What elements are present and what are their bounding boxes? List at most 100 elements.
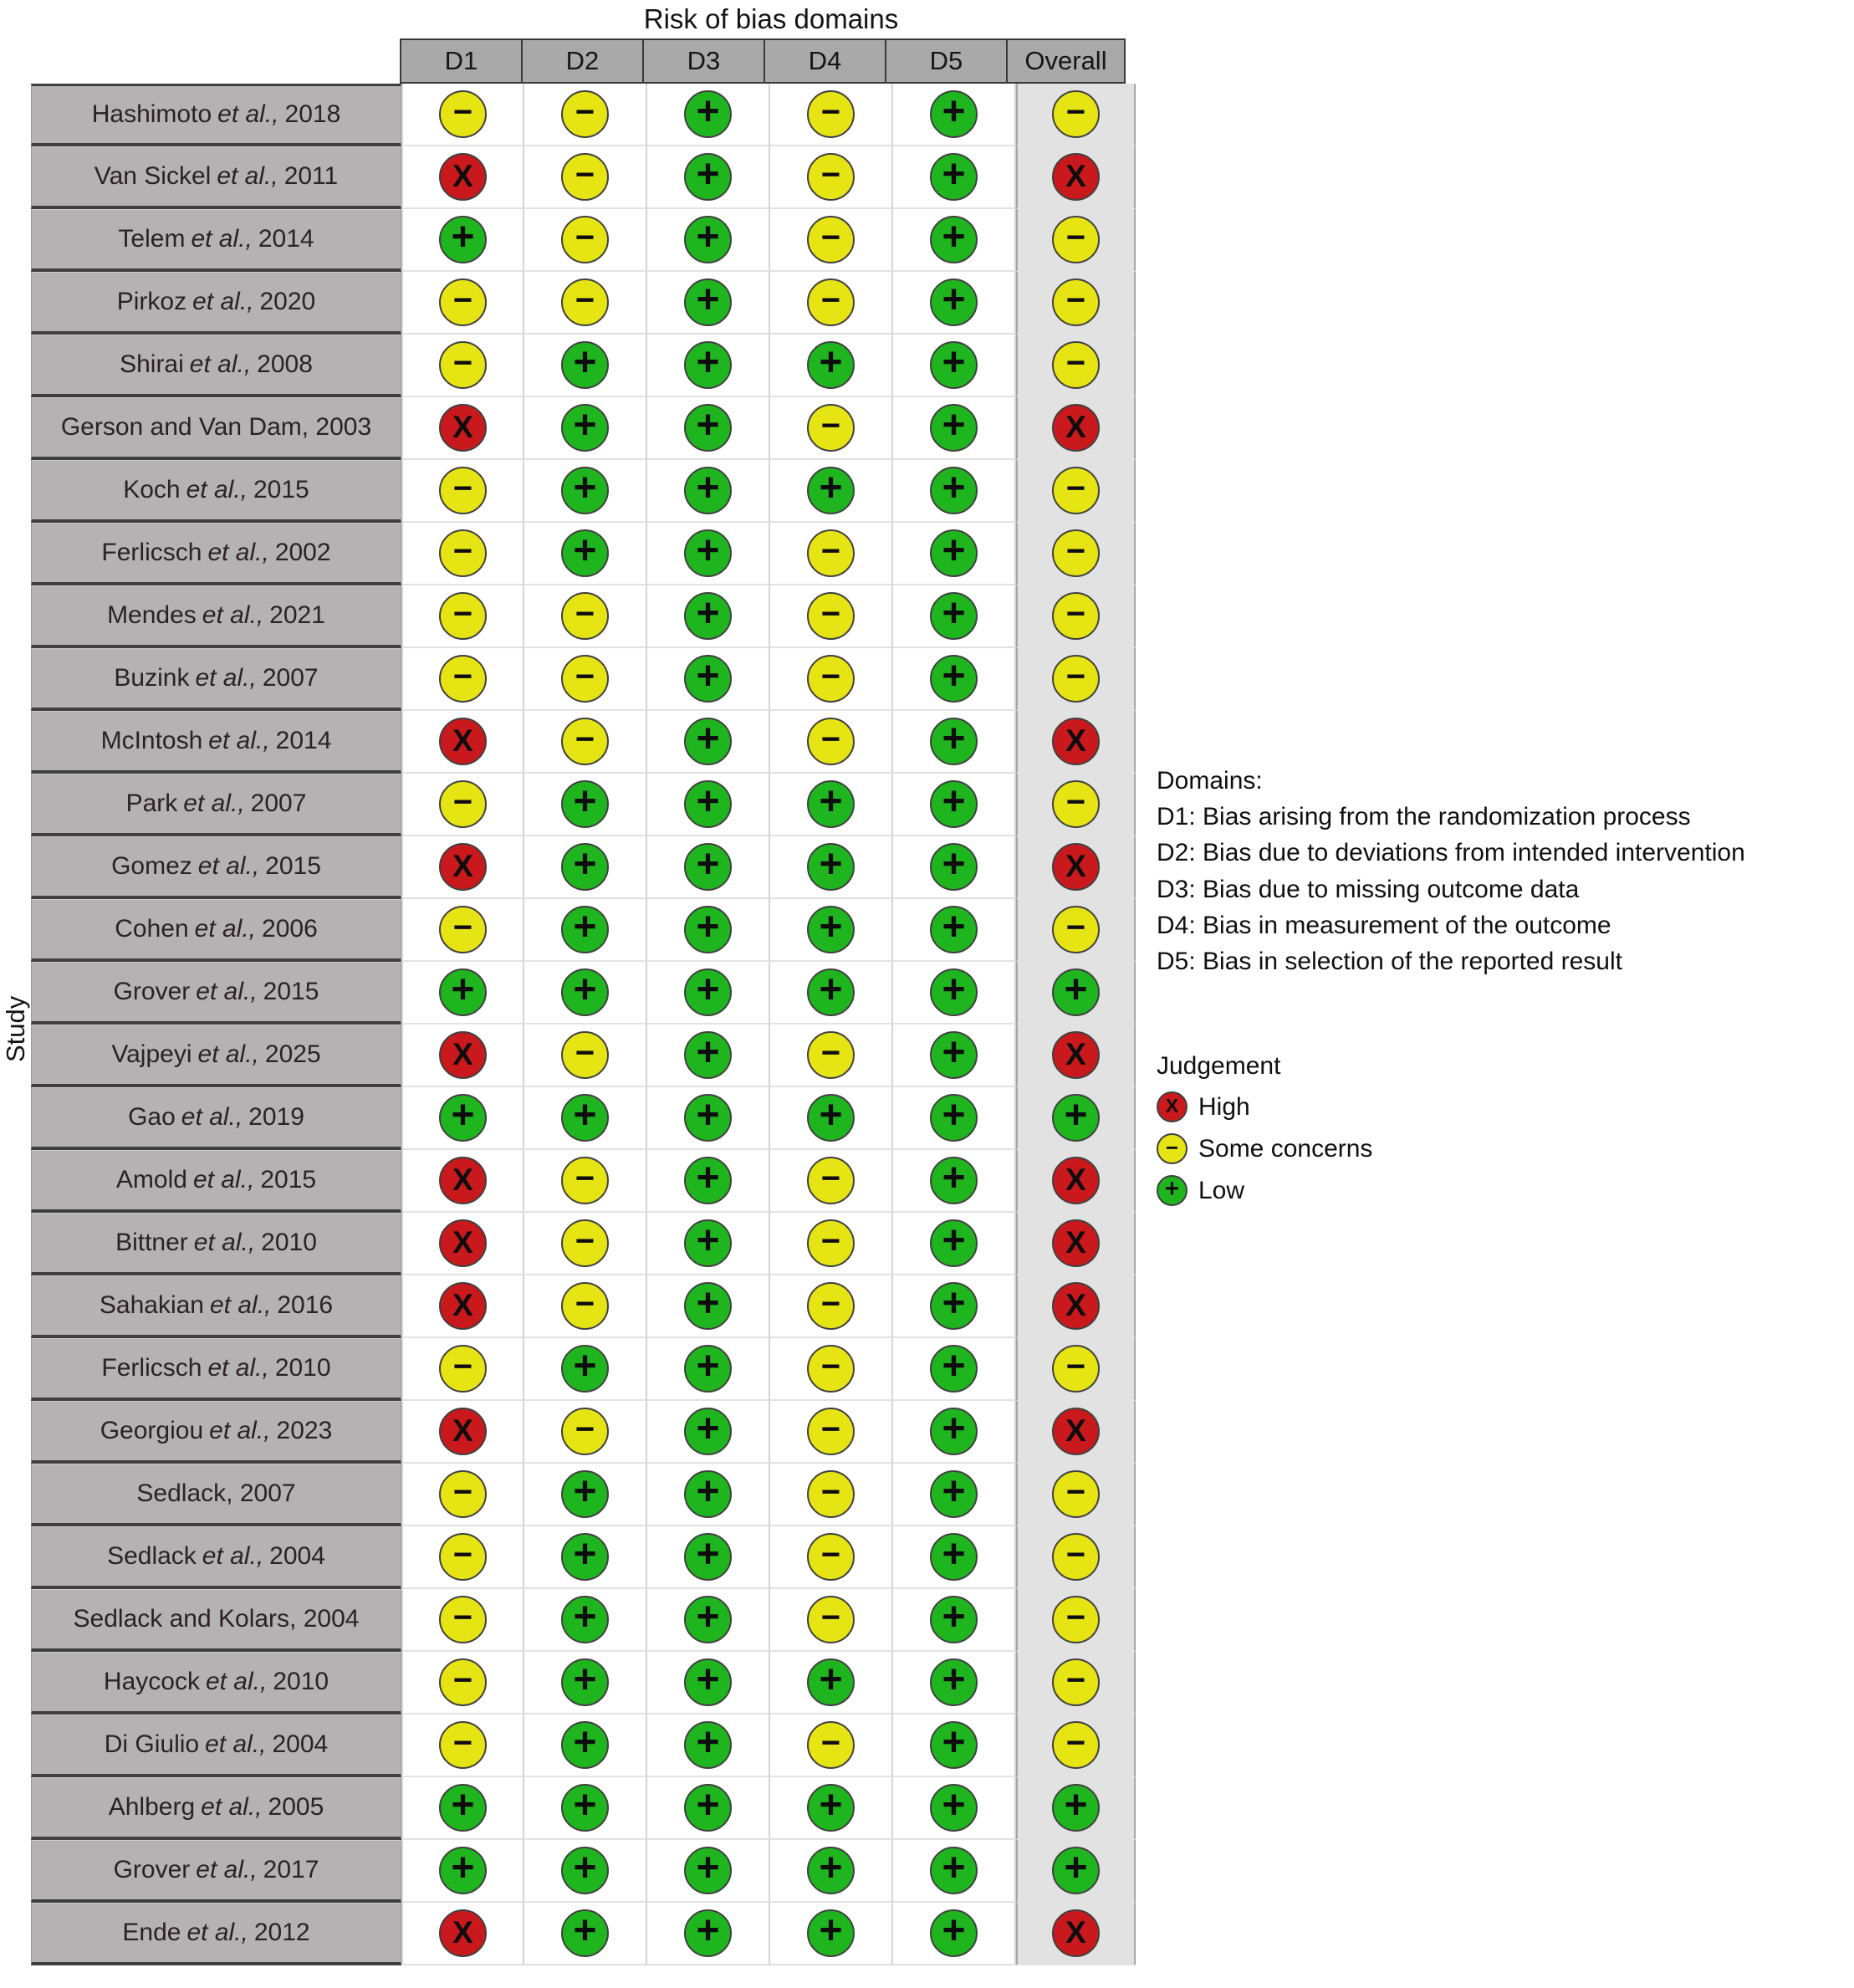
- rating-cell-d1: −: [401, 272, 524, 335]
- legend-circle-some_concerns: −: [1157, 1133, 1187, 1164]
- et-al-italic: et al.,: [209, 1291, 272, 1319]
- judgement-circle-high: X: [1052, 1282, 1100, 1330]
- judgement-circle-low: +: [807, 780, 855, 828]
- rating-cell-d1: X: [401, 1150, 524, 1213]
- judgement-circle-some_concerns: −: [807, 404, 855, 452]
- judgement-circle-some_concerns: −: [1052, 1721, 1100, 1769]
- domains-legend-item: D2: Bias due to deviations from intended…: [1157, 839, 1745, 867]
- study-row: Bittner et al., 2010 X − + − + X: [31, 1213, 1136, 1275]
- judgement-circle-low: +: [930, 780, 978, 828]
- rating-cell-d1: X: [401, 146, 524, 209]
- judgement-circle-some_concerns: −: [807, 153, 855, 201]
- rating-cell-overall: −: [1016, 1652, 1136, 1715]
- judgement-circle-low: +: [930, 341, 978, 389]
- study-label: Amold et al., 2015: [31, 1150, 401, 1213]
- et-al-italic: et al.,: [186, 1919, 248, 1946]
- et-al-italic: et al.,: [196, 1856, 258, 1883]
- figure-title: Risk of bias domains: [643, 3, 899, 34]
- judgement-circle-low: +: [684, 1408, 732, 1455]
- judgement-circle-high: X: [1052, 718, 1100, 765]
- judgement-circle-low: +: [684, 529, 732, 577]
- et-al-italic: et al.,: [192, 1166, 255, 1193]
- judgement-circle-low: +: [684, 1658, 732, 1706]
- judgement-circle-some_concerns: −: [561, 1031, 609, 1079]
- judgement-circle-low: +: [684, 718, 732, 765]
- judgement-circle-low: +: [684, 90, 732, 138]
- judgement-circle-low: +: [930, 404, 978, 452]
- rating-cell-d5: +: [893, 1715, 1016, 1777]
- study-row: Cohen et al., 2006− + + + + −: [31, 899, 1136, 962]
- rating-cell-d5: +: [893, 1401, 1016, 1464]
- judgement-circle-low: +: [561, 529, 609, 577]
- judgement-circle-some_concerns: −: [439, 1658, 487, 1706]
- et-al-italic: et al.,: [217, 162, 278, 190]
- judgement-circle-low: +: [1052, 1847, 1100, 1894]
- et-al-italic: et al.,: [192, 288, 254, 315]
- rating-cell-d5: +: [893, 1903, 1016, 1965]
- study-label: Gomez et al., 2015: [31, 836, 401, 899]
- study-row: Mendes et al., 2021− − + − + −: [31, 585, 1136, 648]
- rating-cell-d4: −: [770, 1401, 893, 1464]
- judgement-circle-some_concerns: −: [1052, 1470, 1100, 1518]
- rating-cell-d3: +: [647, 1652, 770, 1715]
- judgement-circle-low: +: [561, 1094, 609, 1142]
- rating-cell-d5: +: [893, 1652, 1016, 1715]
- domains-legend-title: Domains:: [1157, 767, 1263, 795]
- rating-cell-d2: +: [524, 1903, 647, 1965]
- judgement-circle-low: +: [684, 592, 732, 640]
- study-label: Georgiou et al., 2023: [31, 1401, 401, 1464]
- study-label: Haycock et al., 2010: [31, 1652, 401, 1715]
- rating-cell-overall: X: [1016, 1275, 1136, 1338]
- judgement-circle-some_concerns: −: [807, 1157, 855, 1204]
- study-label: Cohen et al., 2006: [31, 899, 401, 962]
- judgement-circle-some_concerns: −: [807, 1282, 855, 1330]
- judgement-circle-low: +: [930, 1533, 978, 1581]
- judgement-circle-low: +: [807, 968, 855, 1016]
- rating-cell-d2: −: [524, 209, 647, 272]
- judgement-circle-low: +: [930, 655, 978, 703]
- judgement-circle-low: +: [930, 1031, 978, 1079]
- study-label: Koch et al., 2015: [31, 460, 401, 523]
- rating-cell-overall: −: [1016, 648, 1136, 711]
- rating-cell-d2: +: [524, 1589, 647, 1652]
- judgement-circle-some_concerns: −: [561, 90, 609, 138]
- rating-cell-overall: −: [1016, 84, 1136, 146]
- rating-cell-d2: +: [524, 397, 647, 460]
- et-al-italic: et al.,: [201, 1793, 263, 1821]
- judgement-circle-low: +: [561, 341, 609, 389]
- rating-cell-d2: +: [524, 1840, 647, 1903]
- rating-cell-d3: +: [647, 1087, 770, 1150]
- rating-cell-d2: +: [524, 460, 647, 523]
- rating-cell-d1: −: [401, 460, 524, 523]
- judgement-circle-low: +: [561, 1596, 609, 1643]
- judgement-circle-low: +: [930, 906, 978, 953]
- study-label: Sedlack, 2007: [31, 1464, 401, 1526]
- rating-cell-overall: +: [1016, 1087, 1136, 1150]
- rating-cell-d3: +: [647, 523, 770, 585]
- et-al-italic: et al.,: [194, 915, 257, 943]
- study-label: Di Giulio et al., 2004: [31, 1715, 401, 1777]
- rating-cell-d2: +: [524, 836, 647, 899]
- rating-cell-d2: +: [524, 899, 647, 962]
- judgement-circle-low: +: [561, 843, 609, 891]
- judgement-circle-low: +: [807, 906, 855, 953]
- judgement-circle-low: +: [1052, 1094, 1100, 1142]
- judgement-circle-low: +: [930, 592, 978, 640]
- judgement-circle-some_concerns: −: [807, 1721, 855, 1769]
- rating-cell-d1: X: [401, 1275, 524, 1338]
- rating-cell-d5: +: [893, 1150, 1016, 1213]
- rating-cell-d2: −: [524, 1025, 647, 1087]
- rating-cell-d1: +: [401, 209, 524, 272]
- column-header-d1: D1: [400, 38, 523, 84]
- study-row: McIntosh et al., 2014 X − + − + X: [31, 711, 1136, 774]
- judgement-circle-some_concerns: −: [439, 90, 487, 138]
- rating-cell-overall: −: [1016, 460, 1136, 523]
- judgement-circle-low: +: [930, 216, 978, 263]
- study-row: Buzink et al., 2007− − + − + −: [31, 648, 1136, 711]
- study-row: Ende et al., 2012 X + + + + X: [31, 1903, 1136, 1965]
- rating-cell-d4: −: [770, 1025, 893, 1087]
- column-header-d3: D3: [642, 38, 765, 84]
- rating-cell-d1: X: [401, 1025, 524, 1087]
- rating-cell-d1: −: [401, 899, 524, 962]
- judgement-circle-low: +: [930, 153, 978, 201]
